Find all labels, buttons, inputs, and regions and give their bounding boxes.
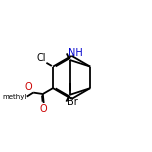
Text: Br: Br <box>67 97 78 107</box>
Text: O: O <box>25 82 33 92</box>
Text: Cl: Cl <box>36 53 46 63</box>
Text: methyl: methyl <box>2 94 26 100</box>
Text: NH: NH <box>67 48 82 58</box>
Text: O: O <box>39 104 47 114</box>
